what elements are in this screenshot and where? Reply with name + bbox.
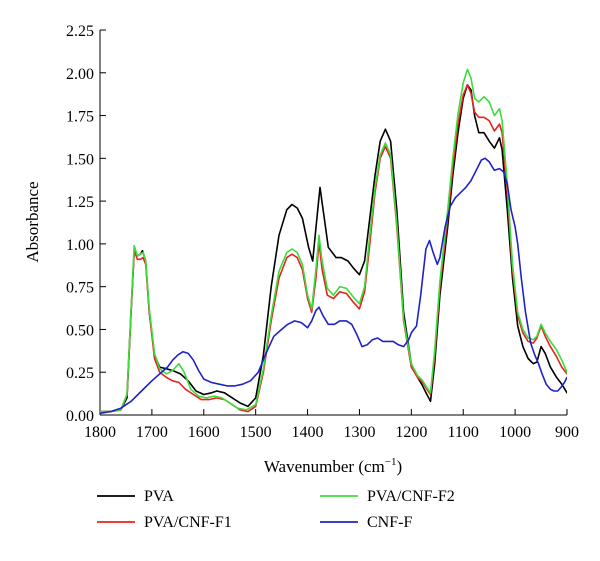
- y-tick-label: 0.25: [66, 365, 94, 382]
- y-tick-label: 1.50: [66, 151, 94, 168]
- legend-label: PVA/CNF-F1: [144, 514, 232, 531]
- y-tick-label: 0.50: [66, 322, 94, 339]
- x-tick-label: 1700: [136, 424, 168, 441]
- series-lines: [100, 68, 567, 415]
- y-tick-label: 2.25: [66, 23, 94, 40]
- legend: PVA PVA/CNF-F1 PVA/CNF-F2 CNF-F: [97, 488, 455, 531]
- x-tick-label: 1500: [240, 424, 272, 441]
- x-tick-label: 1000: [499, 424, 531, 441]
- x-axis-label-close: ): [396, 457, 402, 476]
- legend-label: CNF-F: [367, 514, 412, 531]
- x-tick-label: 1100: [448, 424, 479, 441]
- x-tick-label: 1400: [292, 424, 324, 441]
- x-axis-label-superscript: −1: [385, 456, 397, 468]
- x-tick-label: 1200: [395, 424, 427, 441]
- x-axis-label-main: Wavenumber (cm: [264, 457, 385, 476]
- legend-label: PVA: [144, 488, 174, 505]
- legend-label: PVA/CNF-F2: [367, 488, 455, 505]
- y-tick-label: 2.00: [66, 66, 94, 83]
- x-tick-label: 1800: [84, 424, 116, 441]
- y-tick-label: 0.00: [66, 408, 94, 425]
- series-line-pva-cnf-f1: [100, 84, 567, 413]
- y-tick-label: 1.25: [66, 194, 94, 211]
- x-axis-label: Wavenumber (cm−1): [264, 456, 402, 476]
- series-line-pva-cnf-f2: [100, 68, 567, 413]
- x-tick-label: 1300: [343, 424, 375, 441]
- series-line-cnf-f: [100, 157, 567, 415]
- y-tick-label: 1.00: [66, 237, 94, 254]
- x-tick-label: 900: [555, 424, 579, 441]
- y-tick-label: 1.75: [66, 109, 94, 126]
- y-tick-label: 0.75: [66, 280, 94, 297]
- axes: 0.00 0.25 0.50 0.75 1.00 1.25 1.50 1.75 2.00 2.25…: [66, 23, 579, 441]
- y-axis-label: Absorbance: [23, 181, 42, 262]
- x-tick-label: 1600: [188, 424, 220, 441]
